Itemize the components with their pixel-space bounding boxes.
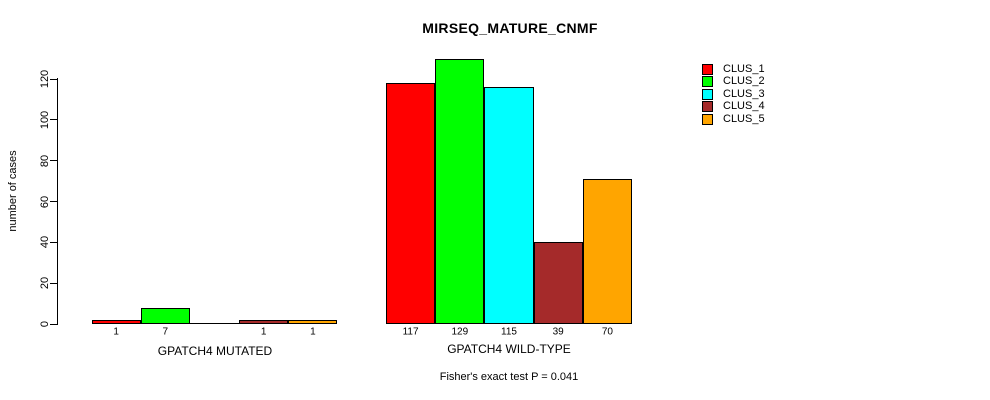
y-tick-mark — [50, 160, 57, 162]
bar-clus_2 — [140, 307, 190, 324]
bar-clus_3 — [189, 323, 240, 324]
bar-clus_5 — [288, 319, 338, 324]
bar-value-label: 70 — [601, 326, 613, 338]
legend: CLUS_1 CLUS_2 CLUS_3 CLUS_4 CLUS_5 — [702, 64, 765, 126]
bar-clus_2 — [435, 58, 485, 324]
y-tick-mark — [50, 282, 57, 284]
fisher-test-note: Fisher's exact test P = 0.041 — [439, 371, 579, 383]
y-tick-mark — [50, 241, 57, 243]
x-group-label-mutated: GPATCH4 MUTATED — [157, 344, 273, 358]
bar-clus_3 — [484, 87, 534, 324]
legend-swatch-clus_4 — [702, 101, 713, 113]
y-tick-mark — [50, 201, 57, 202]
y-tick-mark — [50, 323, 57, 325]
legend-label: CLUS_3 — [723, 87, 765, 100]
legend-row: CLUS_3 — [702, 87, 765, 100]
legend-label: CLUS_4 — [723, 100, 765, 113]
chart-title: MIRSEQ_MATURE_CNMF — [422, 20, 598, 36]
bar-value-label: 117 — [402, 326, 419, 338]
legend-row: CLUS_5 — [702, 112, 765, 125]
legend-row: CLUS_4 — [702, 100, 765, 113]
x-group-label-wildtype: GPATCH4 WILD-TYPE — [447, 342, 571, 356]
bar-value-label: 129 — [451, 326, 469, 338]
y-tick-label: 80 — [39, 154, 51, 167]
bar-value-label: 7 — [162, 326, 169, 338]
bar-value-label: 115 — [501, 326, 517, 338]
bar-clus_5 — [582, 179, 632, 324]
y-tick-label: 40 — [39, 236, 51, 249]
legend-label: CLUS_2 — [723, 75, 765, 88]
bar-value-label: 1 — [113, 326, 119, 338]
bar-clus_4 — [533, 242, 583, 324]
y-tick-label: 20 — [39, 277, 51, 290]
bar-value-label: 39 — [552, 326, 564, 338]
y-axis-label: number of cases — [7, 150, 19, 232]
bar-clus_1 — [386, 83, 436, 324]
legend-label: CLUS_5 — [723, 112, 765, 125]
legend-row: CLUS_1 — [702, 64, 765, 75]
y-tick-label: 100 — [39, 110, 51, 130]
legend-row: CLUS_2 — [702, 75, 765, 88]
y-tick-mark — [50, 78, 57, 80]
legend-swatch-clus_2 — [702, 76, 713, 88]
legend-label: CLUS_1 — [723, 63, 765, 75]
y-tick-mark — [50, 119, 57, 121]
bar-value-label: 1 — [310, 326, 316, 338]
bar-clus_1 — [91, 319, 141, 324]
bar-clus_4 — [239, 319, 289, 324]
y-tick-label: 120 — [39, 69, 51, 89]
legend-swatch-clus_1 — [702, 64, 713, 75]
legend-swatch-clus_5 — [702, 113, 713, 125]
legend-swatch-clus_3 — [702, 88, 713, 100]
y-tick-label: 0 — [39, 320, 51, 328]
y-tick-label: 60 — [39, 195, 51, 208]
y-axis-line — [57, 78, 58, 325]
bar-value-label: 1 — [260, 326, 267, 338]
